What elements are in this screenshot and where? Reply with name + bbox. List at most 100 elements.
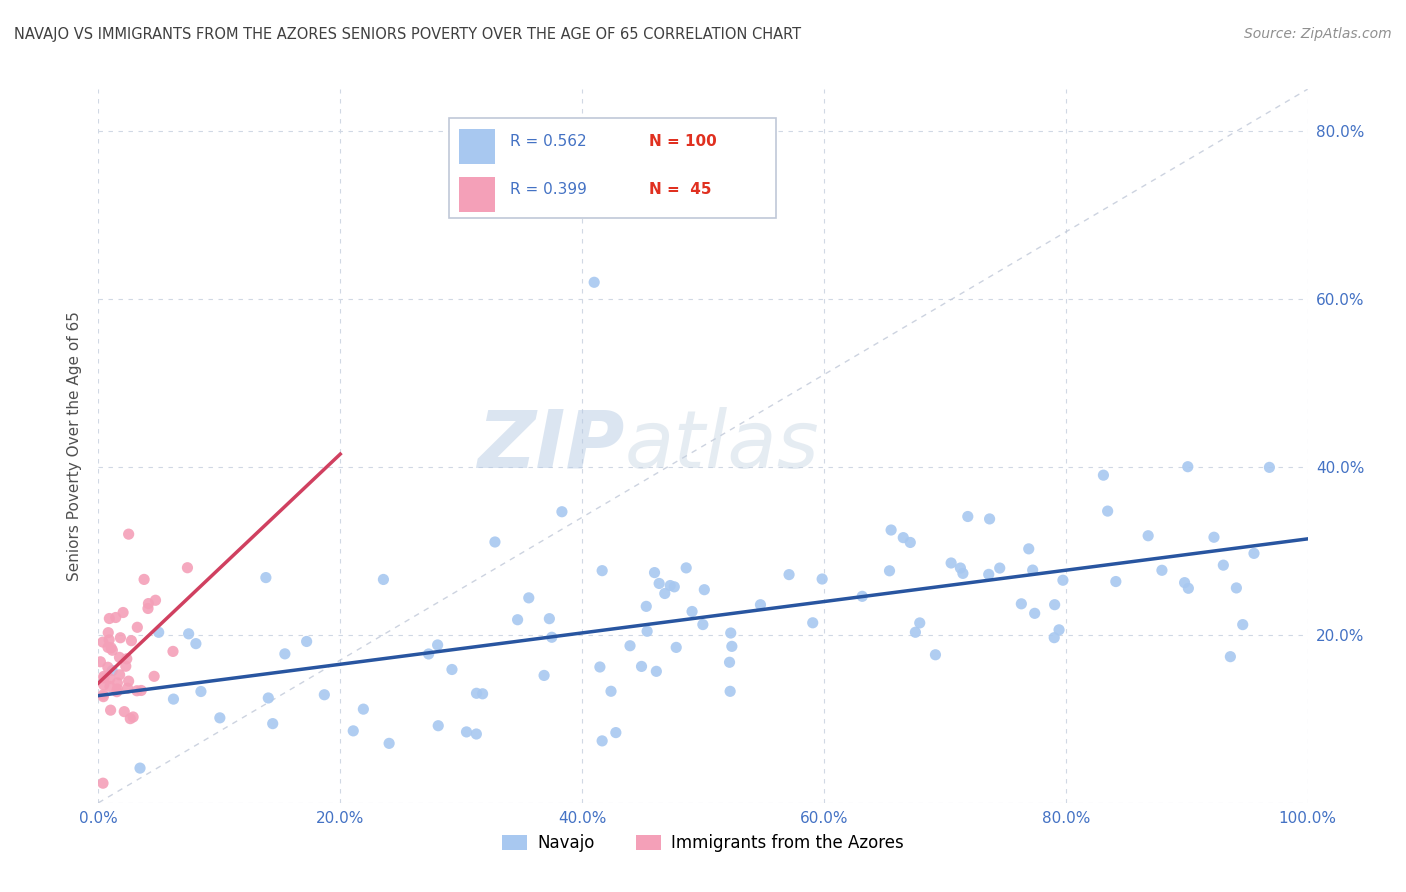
Point: [93, 690, 115, 704]
Text: atlas: atlas: [624, 407, 820, 485]
Point: [125, 683, 148, 698]
Point: [100, 640, 122, 655]
Point: [98, 672, 121, 686]
Point: [105, 684, 128, 698]
Point: [118, 527, 141, 541]
Point: [378, 736, 401, 750]
Y-axis label: Seniors Poverty Over the Age of 65: Seniors Poverty Over the Age of 65: [67, 311, 83, 581]
Point: [352, 702, 374, 716]
Point: [254, 571, 277, 585]
Point: [681, 605, 703, 619]
Point: [114, 659, 136, 673]
Point: [952, 566, 974, 581]
Point: [115, 652, 138, 666]
Point: [373, 573, 395, 587]
Point: [104, 610, 127, 624]
Point: [101, 664, 124, 678]
Point: [654, 586, 676, 600]
Text: R = 0.562: R = 0.562: [509, 134, 586, 149]
Point: [97, 660, 120, 674]
Point: [1024, 607, 1046, 621]
Point: [162, 644, 184, 658]
Text: ZIP: ZIP: [477, 407, 624, 485]
Point: [675, 561, 697, 575]
Point: [1177, 459, 1199, 474]
Point: [1225, 581, 1247, 595]
Point: [939, 556, 962, 570]
Point: [129, 683, 152, 698]
Point: [619, 639, 641, 653]
Point: [904, 625, 927, 640]
Point: [908, 615, 931, 630]
Point: [898, 535, 921, 549]
Point: [117, 681, 139, 696]
Point: [1043, 631, 1066, 645]
Point: [440, 663, 463, 677]
Point: [988, 561, 1011, 575]
Point: [977, 567, 1000, 582]
Point: [1150, 563, 1173, 577]
Point: [1219, 649, 1241, 664]
Point: [718, 684, 741, 698]
Point: [1043, 598, 1066, 612]
Point: [143, 669, 166, 683]
Point: [665, 640, 688, 655]
Point: [177, 627, 200, 641]
Point: [891, 531, 914, 545]
Point: [600, 684, 623, 698]
Point: [540, 630, 562, 644]
Point: [418, 647, 440, 661]
Point: [112, 606, 135, 620]
Point: [1105, 574, 1128, 589]
Point: [262, 716, 284, 731]
Point: [605, 725, 627, 739]
Bar: [458, 129, 495, 164]
Point: [1232, 617, 1254, 632]
Point: [190, 684, 212, 698]
Point: [148, 625, 170, 640]
Point: [129, 761, 152, 775]
Point: [162, 692, 184, 706]
FancyBboxPatch shape: [449, 118, 776, 218]
Point: [591, 564, 613, 578]
Point: [484, 535, 506, 549]
Point: [1010, 597, 1032, 611]
Point: [692, 617, 714, 632]
Point: [93, 669, 115, 683]
Point: [91, 635, 114, 649]
Point: [1177, 582, 1199, 596]
Point: [127, 620, 149, 634]
Point: [110, 631, 132, 645]
Point: [1243, 546, 1265, 560]
Point: [1021, 563, 1043, 577]
Point: [257, 690, 280, 705]
Point: [720, 626, 742, 640]
Point: [749, 598, 772, 612]
Point: [342, 723, 364, 738]
Point: [426, 638, 449, 652]
Point: [105, 681, 128, 696]
Point: [880, 523, 903, 537]
Point: [506, 613, 529, 627]
Point: [93, 671, 115, 685]
Point: [721, 640, 744, 654]
Point: [465, 727, 488, 741]
Point: [101, 643, 124, 657]
Point: [924, 648, 946, 662]
Point: [589, 660, 612, 674]
Point: [184, 637, 207, 651]
Text: R = 0.399: R = 0.399: [509, 182, 586, 197]
Point: [465, 686, 488, 700]
Point: [122, 710, 145, 724]
Point: [108, 667, 131, 681]
Point: [208, 711, 231, 725]
Point: [718, 655, 741, 669]
Point: [551, 505, 574, 519]
Point: [648, 576, 671, 591]
Point: [949, 561, 972, 575]
Point: [1137, 529, 1160, 543]
Point: [591, 734, 613, 748]
Point: [427, 719, 450, 733]
Point: [517, 591, 540, 605]
Point: [98, 680, 121, 694]
